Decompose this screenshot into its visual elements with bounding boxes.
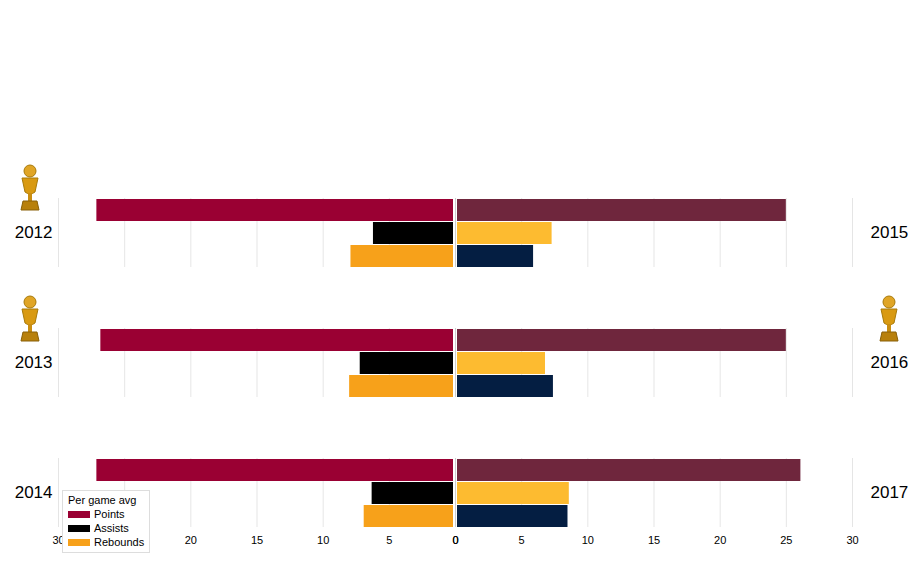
svg-text:25: 25 xyxy=(780,534,792,546)
svg-text:2013: 2013 xyxy=(15,353,53,372)
html-text:Rebounds: Rebounds xyxy=(94,536,145,548)
svg-text:15: 15 xyxy=(648,534,660,546)
svg-text:0: 0 xyxy=(452,534,458,546)
svg-text:2014: 2014 xyxy=(15,483,53,502)
svg-text:20: 20 xyxy=(185,534,197,546)
svg-text:10: 10 xyxy=(582,534,594,546)
svg-text:10: 10 xyxy=(317,534,329,546)
svg-text:0: 0 xyxy=(452,534,458,546)
svg-text:2017: 2017 xyxy=(871,483,909,502)
svg-text:20: 20 xyxy=(714,534,726,546)
svg-text:5: 5 xyxy=(519,534,525,546)
svg-text:2012: 2012 xyxy=(15,223,53,242)
svg-text:30: 30 xyxy=(52,534,65,547)
svg-text:15: 15 xyxy=(251,534,263,546)
svg-text:30: 30 xyxy=(846,534,858,546)
html-text:Per game avg: Per game avg xyxy=(68,494,137,506)
svg-text:5: 5 xyxy=(386,534,392,546)
html-text:Assists: Assists xyxy=(94,522,129,534)
html-text:Points: Points xyxy=(94,508,125,520)
svg-text:2015: 2015 xyxy=(871,223,909,242)
svg-text:2016: 2016 xyxy=(871,353,909,372)
